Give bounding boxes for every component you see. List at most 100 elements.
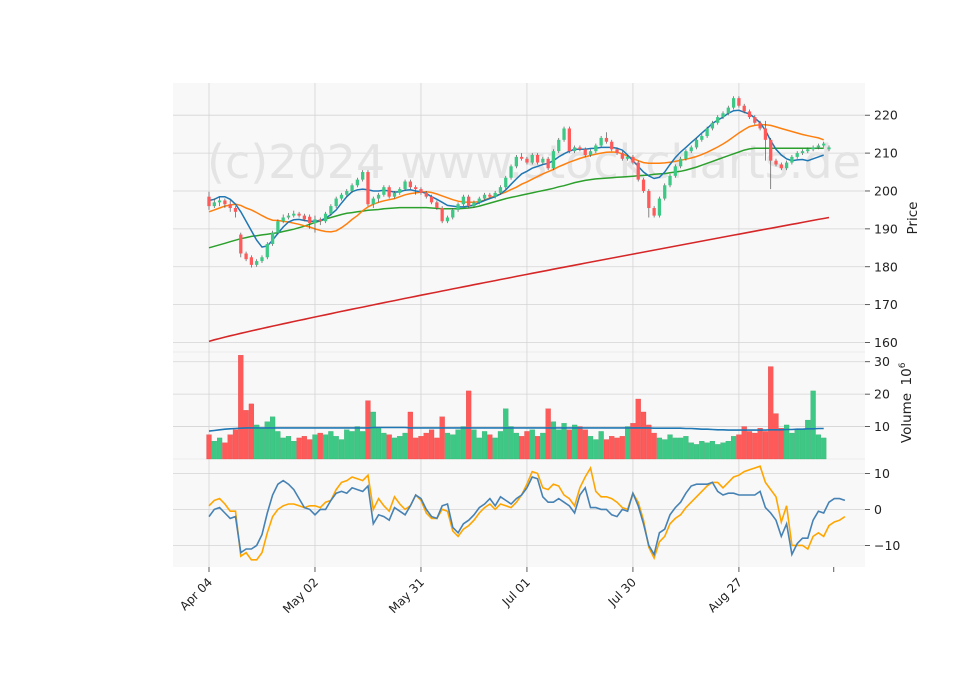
candle — [827, 145, 831, 152]
volume-bar — [508, 426, 514, 460]
volume-bar — [821, 437, 827, 460]
candle — [456, 202, 460, 212]
volume-bar — [365, 400, 371, 460]
volume-bar — [678, 437, 684, 460]
candle-body — [472, 202, 476, 207]
candle — [811, 145, 815, 152]
candle — [265, 242, 269, 260]
y-tick-label: 200 — [874, 183, 898, 198]
candle-body — [435, 202, 439, 209]
candle — [355, 177, 360, 188]
candle-body — [249, 257, 254, 265]
candle — [657, 196, 662, 218]
candle — [323, 211, 328, 224]
volume-bar — [524, 431, 530, 460]
x-tick-label: Aug 27 — [705, 575, 745, 615]
candle — [742, 103, 746, 114]
volume-bar — [291, 441, 297, 460]
candle — [779, 162, 783, 171]
volume-bar — [752, 432, 758, 460]
candle-body — [604, 137, 609, 142]
candle-body — [414, 187, 418, 190]
candle — [207, 191, 211, 210]
candle-body — [498, 187, 503, 193]
candle — [424, 190, 428, 199]
candle-body — [763, 128, 768, 140]
volume-bar — [503, 408, 509, 460]
candle — [270, 230, 275, 246]
candle-body — [647, 190, 651, 209]
sma-fast-line — [208, 109, 824, 248]
volume-bar — [487, 434, 493, 460]
candle — [345, 189, 349, 197]
candle-body — [297, 213, 301, 216]
volume-bar — [444, 432, 451, 460]
volume-bar — [391, 437, 398, 460]
volume-bar — [232, 429, 239, 460]
volume-bar — [566, 429, 572, 460]
candle — [212, 198, 216, 209]
candle — [705, 126, 709, 138]
y-tick-label: 170 — [874, 297, 898, 312]
x-tick-label: May 02 — [280, 575, 321, 616]
candle-body — [546, 158, 550, 169]
candle — [769, 137, 773, 190]
candle — [784, 160, 789, 171]
candle — [652, 206, 656, 218]
volume-bar — [794, 429, 800, 460]
candle — [604, 132, 609, 144]
candle — [429, 194, 434, 205]
candle — [228, 200, 232, 212]
candle — [255, 259, 259, 267]
volume-bar — [598, 431, 604, 460]
candle — [482, 192, 487, 201]
candle — [440, 206, 444, 224]
candle — [588, 149, 593, 157]
candle — [520, 153, 524, 161]
candle-body — [339, 194, 344, 199]
volume-bar — [296, 437, 302, 460]
volume-bar — [471, 429, 477, 460]
candle-body — [753, 117, 757, 123]
volume-bar — [550, 421, 557, 460]
volume-bar — [375, 428, 382, 460]
sma-long-line — [208, 216, 830, 343]
candle — [239, 232, 243, 258]
candle-body — [625, 156, 630, 159]
volume-bar — [614, 437, 620, 460]
volume-bar — [243, 410, 249, 460]
candle-body — [424, 192, 428, 197]
volume-bar — [778, 428, 784, 460]
candle — [578, 145, 582, 152]
price-axis-label: Price — [905, 202, 921, 235]
y-tick-label: 190 — [874, 221, 898, 236]
candle — [308, 214, 312, 229]
candle-body — [541, 158, 545, 163]
volume-bar — [556, 429, 562, 460]
candle-body — [737, 98, 741, 106]
candle-body — [583, 149, 587, 155]
candle — [747, 109, 752, 119]
candle — [451, 208, 455, 220]
candle-body — [742, 105, 746, 112]
volume-bar — [540, 432, 546, 460]
candle — [292, 210, 296, 218]
candle-body — [657, 198, 662, 216]
volume-bar — [784, 424, 790, 460]
candle — [260, 255, 264, 263]
candle-body — [694, 139, 699, 148]
candle — [329, 204, 333, 216]
candle — [467, 194, 471, 209]
volume-bar — [667, 434, 673, 460]
candle-body — [207, 196, 211, 207]
candle — [631, 154, 635, 165]
candle — [461, 194, 466, 207]
volume-bar — [683, 436, 689, 460]
candle-body — [795, 153, 799, 157]
candle-body — [440, 208, 444, 222]
volume-bar — [715, 444, 721, 460]
candle — [795, 151, 799, 159]
candle — [625, 154, 630, 161]
candle — [567, 126, 571, 154]
candle-body — [382, 187, 386, 195]
